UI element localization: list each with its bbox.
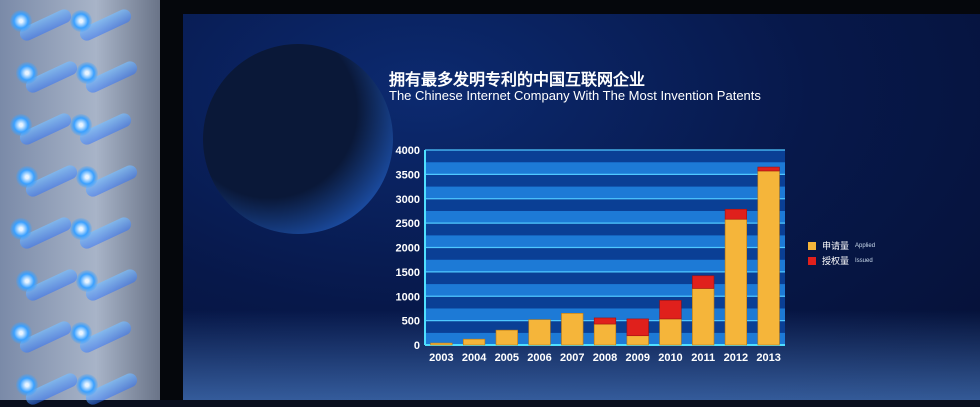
- legend-label-en: Issued: [855, 257, 873, 264]
- legend-swatch: [808, 256, 816, 265]
- bar-applied: [724, 218, 748, 346]
- bar-applied: [593, 323, 617, 346]
- bar-applied: [757, 170, 780, 346]
- led-light: [16, 62, 38, 84]
- legend-label-en: Applied: [855, 242, 876, 249]
- grid-band: [425, 259, 785, 272]
- led-light: [76, 374, 98, 396]
- bar-applied: [561, 313, 584, 346]
- grid-band: [425, 162, 785, 175]
- legend-item-issued: 授权量 Issued: [808, 253, 875, 268]
- x-tick-label: 2011: [691, 352, 715, 364]
- led-light: [70, 322, 92, 344]
- y-tick-label: 2000: [396, 243, 420, 255]
- grid-band: [425, 235, 785, 248]
- x-tick-label: 2004: [462, 352, 487, 364]
- y-tick-label: 3500: [396, 169, 420, 181]
- y-tick-label: 1500: [396, 267, 420, 279]
- led-light: [16, 166, 38, 188]
- x-tick-label: 2006: [527, 352, 551, 364]
- legend-item-applied: 申请量 Applied: [808, 238, 875, 253]
- planet-graphic: [203, 44, 393, 234]
- x-tick-label: 2012: [724, 352, 748, 364]
- y-tick-label: 0: [414, 340, 420, 352]
- x-tick-label: 2013: [756, 352, 780, 364]
- bar-applied: [495, 329, 518, 346]
- grid-band: [425, 174, 785, 187]
- bar-applied: [626, 335, 649, 346]
- led-light: [16, 270, 38, 292]
- grid-band: [425, 150, 785, 163]
- led-light: [76, 166, 98, 188]
- x-tick-label: 2010: [658, 352, 682, 364]
- grid-band: [425, 186, 785, 199]
- led-light: [70, 10, 92, 32]
- bar-issued: [593, 317, 617, 325]
- y-tick-label: 500: [402, 316, 420, 328]
- bar-applied: [528, 319, 551, 346]
- grid-band: [425, 223, 785, 236]
- x-tick-label: 2007: [560, 352, 584, 364]
- x-tick-label: 2003: [429, 352, 453, 364]
- y-tick-label: 4000: [396, 145, 420, 157]
- bar-issued: [626, 318, 649, 337]
- bar-applied: [692, 288, 715, 346]
- grid-band: [425, 198, 785, 211]
- bar-chart: 0 500 1000 1500 2000 2500 3000 3500 4000 2003 2004…: [396, 145, 785, 364]
- grid-band: [425, 210, 785, 224]
- led-light: [70, 114, 92, 136]
- x-tick-label: 2008: [593, 352, 617, 364]
- bar-issued: [659, 300, 682, 320]
- bar-issued: [757, 166, 780, 172]
- y-tick-label: 1000: [396, 291, 420, 303]
- bar-issued: [692, 275, 715, 289]
- x-tick-label: 2009: [625, 352, 649, 364]
- led-light: [76, 62, 98, 84]
- led-light: [10, 218, 32, 240]
- y-tick-label: 3000: [396, 194, 420, 206]
- grid-band: [425, 247, 785, 260]
- bar-applied: [462, 338, 486, 346]
- legend-label-cn: 授权量: [822, 256, 850, 266]
- led-light: [10, 10, 32, 32]
- led-light: [76, 270, 98, 292]
- legend-label-cn: 申请量: [822, 241, 850, 251]
- led-light: [70, 218, 92, 240]
- y-tick-label: 2500: [396, 218, 420, 230]
- led-light: [10, 322, 32, 344]
- led-light: [10, 114, 32, 136]
- x-tick-label: 2005: [495, 352, 519, 364]
- legend-swatch: [808, 241, 816, 250]
- bar-applied: [659, 318, 682, 346]
- led-light: [16, 374, 38, 396]
- chart-subtitle: The Chinese Internet Company With The Mo…: [389, 88, 761, 103]
- led-wall: [0, 0, 160, 407]
- bar-applied: [430, 342, 453, 346]
- legend: 申请量 Applied 授权量 Issued: [808, 238, 875, 268]
- bar-issued: [724, 208, 748, 220]
- chart-title: 拥有最多发明专利的中国互联网企业: [389, 72, 646, 89]
